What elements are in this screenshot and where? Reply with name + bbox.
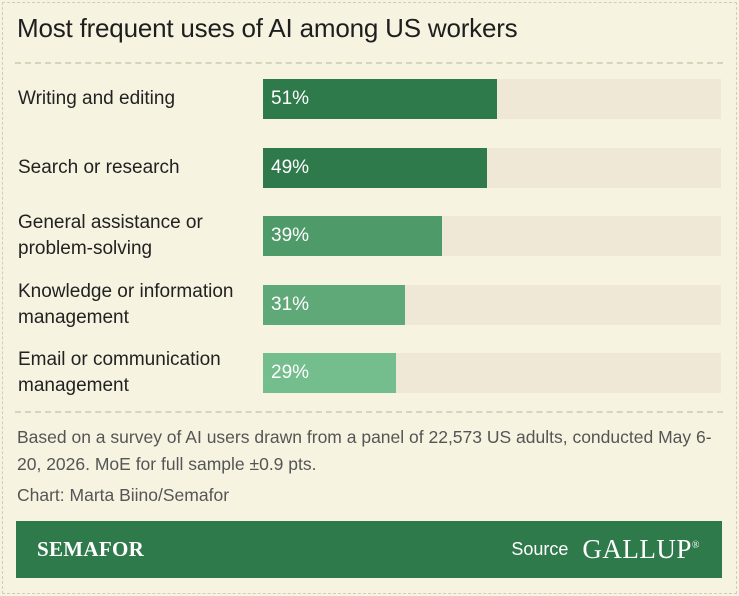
bar: 49% — [263, 147, 487, 188]
bar-track: 49% — [263, 147, 721, 188]
chart-title: Most frequent uses of AI among US worker… — [17, 13, 518, 43]
category-label: Email or communication management — [18, 349, 221, 396]
top-divider — [15, 62, 723, 64]
bar: 29% — [263, 353, 396, 393]
semafor-logo[interactable]: SEMAFOR — [37, 537, 145, 561]
value-label: 51% — [271, 88, 310, 109]
chart-credit: Chart: Marta Biino/Semafor — [17, 485, 230, 505]
value-label: 49% — [271, 156, 310, 178]
category-label: Writing and editing — [18, 88, 176, 109]
bar-track: 39% — [263, 216, 721, 256]
registered-mark: ® — [691, 540, 700, 551]
footer-bar: SEMAFOR Source GALLUP® — [16, 521, 722, 578]
bar-row: Search or research 49% — [0, 147, 739, 188]
source-attribution: Source GALLUP® — [511, 534, 700, 565]
value-label: 31% — [271, 293, 310, 315]
bar-row: General assistance or problem-solving 39% — [0, 212, 739, 259]
category-label: Search or research — [18, 156, 180, 178]
bar: 51% — [263, 79, 497, 119]
gallup-logo[interactable]: GALLUP® — [582, 534, 700, 565]
bar-row: Writing and editing 51% — [0, 79, 739, 119]
bar-row: Email or communication management 29% — [0, 349, 739, 396]
bar-track: 31% — [263, 284, 721, 325]
bar-track: 51% — [263, 79, 721, 119]
category-label: Knowledge or information management — [18, 280, 234, 328]
value-label: 39% — [271, 225, 310, 246]
source-label: Source — [511, 539, 569, 559]
bar-row: Knowledge or information management 31% — [0, 280, 739, 328]
survey-note: Based on a survey of AI users drawn from… — [17, 427, 712, 474]
bar-track: 29% — [263, 353, 721, 393]
bar: 39% — [263, 216, 442, 256]
value-label: 29% — [271, 362, 310, 383]
category-label: General assistance or problem-solving — [18, 212, 203, 259]
bottom-divider — [15, 411, 723, 413]
gallup-logo-text: GALLUP — [582, 534, 692, 564]
bar: 31% — [263, 284, 405, 325]
